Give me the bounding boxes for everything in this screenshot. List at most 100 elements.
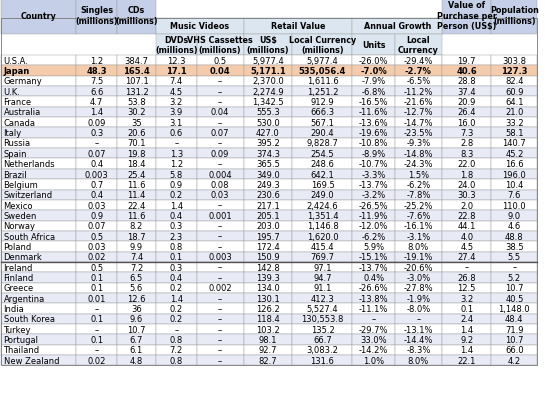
Bar (353, 273, 395, 283)
Bar (76, 77, 117, 87)
Text: -13.8%: -13.8% (359, 294, 389, 303)
Text: 53.8: 53.8 (127, 98, 146, 107)
Bar (353, 314, 395, 324)
Bar (244, 335, 293, 345)
Text: South Korea: South Korea (3, 315, 54, 324)
Bar (353, 335, 395, 345)
Text: VHS Cassettes
(millions): VHS Cassettes (millions) (187, 36, 253, 55)
Text: 48.8: 48.8 (505, 232, 524, 241)
Bar (117, 128, 156, 139)
Bar (197, 200, 244, 211)
Bar (492, 169, 537, 180)
Text: 535,056.4: 535,056.4 (299, 67, 346, 76)
Bar (197, 355, 244, 365)
Text: 365.5: 365.5 (256, 160, 280, 169)
Bar (244, 252, 293, 262)
Bar (76, 149, 117, 159)
Bar (197, 252, 244, 262)
Bar (395, 87, 442, 97)
Bar (76, 66, 117, 77)
Bar (293, 107, 353, 118)
Bar (353, 169, 395, 180)
Bar (2, 252, 76, 262)
Bar (442, 66, 492, 77)
Text: 384.7: 384.7 (124, 57, 148, 66)
Text: 0.03: 0.03 (87, 242, 106, 251)
Bar (2, 159, 76, 169)
Bar (353, 293, 395, 304)
Bar (492, 87, 537, 97)
Text: 2,370.0: 2,370.0 (252, 77, 284, 86)
Text: 9.9: 9.9 (130, 242, 143, 251)
Text: Germany: Germany (3, 77, 43, 86)
Bar (76, 128, 117, 139)
Bar (156, 139, 197, 149)
Text: 2.8: 2.8 (460, 139, 473, 148)
Bar (197, 190, 244, 200)
Text: -12.7%: -12.7% (404, 108, 433, 117)
Text: –: – (174, 139, 178, 148)
Text: -20.6%: -20.6% (404, 263, 433, 272)
Text: 0.03: 0.03 (211, 191, 229, 200)
Text: –: – (218, 160, 222, 169)
Bar (492, 159, 537, 169)
Text: 48.4: 48.4 (505, 315, 524, 324)
Bar (156, 355, 197, 365)
Bar (442, 355, 492, 365)
Text: 0.04: 0.04 (211, 108, 229, 117)
Bar (117, 304, 156, 314)
Bar (442, 324, 492, 335)
Text: -13.6%: -13.6% (359, 119, 389, 128)
Text: 1.2: 1.2 (90, 57, 103, 66)
Text: 196.0: 196.0 (502, 170, 526, 179)
Bar (492, 262, 537, 273)
Text: –: – (218, 222, 222, 231)
Bar (244, 314, 293, 324)
Bar (442, 283, 492, 293)
Text: 248.6: 248.6 (311, 160, 335, 169)
Bar (353, 355, 395, 365)
Bar (293, 200, 353, 211)
Bar (442, 221, 492, 231)
Text: 58.1: 58.1 (505, 129, 524, 138)
Bar (244, 231, 293, 242)
Bar (2, 324, 76, 335)
Text: 2,274.9: 2,274.9 (252, 87, 284, 96)
Text: 6.5: 6.5 (130, 273, 143, 282)
Bar (156, 211, 197, 221)
Text: Units: Units (362, 41, 385, 50)
Bar (2, 139, 76, 149)
Text: 0.09: 0.09 (88, 119, 106, 128)
Text: 0.07: 0.07 (87, 222, 106, 231)
Text: Thailand: Thailand (3, 345, 40, 354)
Text: 5,527.4: 5,527.4 (307, 304, 338, 313)
Text: -10.8%: -10.8% (359, 139, 389, 148)
Bar (117, 169, 156, 180)
Bar (156, 19, 244, 35)
Bar (197, 35, 244, 56)
Bar (492, 345, 537, 355)
Text: 82.4: 82.4 (505, 77, 524, 86)
Bar (244, 293, 293, 304)
Bar (442, 118, 492, 128)
Bar (395, 231, 442, 242)
Text: 769.7: 769.7 (311, 253, 335, 262)
Bar (76, 314, 117, 324)
Text: 107.1: 107.1 (125, 77, 148, 86)
Bar (117, 252, 156, 262)
Text: 5,977.4: 5,977.4 (307, 57, 338, 66)
Bar (353, 66, 395, 77)
Text: 7.4: 7.4 (169, 77, 183, 86)
Text: 66.7: 66.7 (313, 335, 332, 344)
Bar (244, 128, 293, 139)
Bar (197, 107, 244, 118)
Text: 1,351.4: 1,351.4 (307, 211, 338, 220)
Bar (442, 149, 492, 159)
Text: -11.9%: -11.9% (359, 211, 389, 220)
Text: 20.6: 20.6 (127, 129, 146, 138)
Bar (442, 314, 492, 324)
Bar (244, 200, 293, 211)
Text: –: – (218, 87, 222, 96)
Text: 0.07: 0.07 (87, 149, 106, 158)
Bar (2, 169, 76, 180)
